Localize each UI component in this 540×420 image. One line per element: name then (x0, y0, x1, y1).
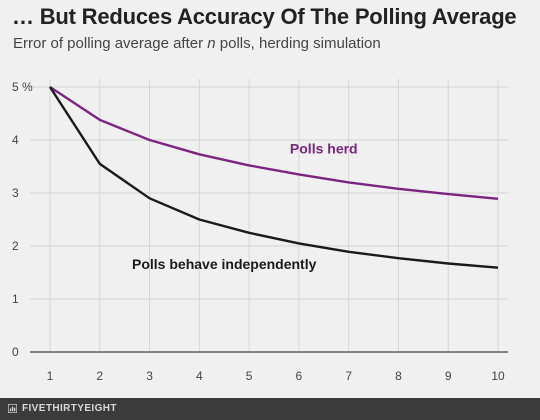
series-label-herd: Polls herd (290, 140, 358, 156)
fivethirtyeight-logo-icon (8, 404, 17, 413)
x-tick-label: 4 (196, 369, 203, 383)
footer-brand: FIVETHIRTYEIGHT (22, 403, 117, 414)
y-tick-label: 3 (12, 186, 19, 200)
x-tick-label: 2 (96, 369, 103, 383)
y-tick-label: 5 % (12, 80, 33, 94)
y-tick-label: 4 (12, 133, 19, 147)
chart-subtitle: Error of polling average after n polls, … (13, 35, 381, 52)
series-label-independent: Polls behave independently (132, 256, 317, 272)
y-tick-label: 1 (12, 292, 19, 306)
x-tick-label: 8 (395, 369, 402, 383)
series-line-independent (48, 86, 499, 269)
subtitle-text-pre: Error of polling average after (13, 35, 208, 52)
chart-title: … But Reduces Accuracy Of The Polling Av… (12, 4, 517, 29)
x-tick-label: 9 (445, 369, 452, 383)
x-tick-label: 7 (345, 369, 352, 383)
subtitle-text-post: polls, herding simulation (215, 35, 381, 52)
series-line-herd (49, 85, 499, 200)
x-tick-label: 5 (246, 369, 253, 383)
footer-bar: FIVETHIRTYEIGHT (0, 398, 540, 420)
y-tick-label: 2 (12, 239, 19, 253)
x-tick-label: 6 (296, 369, 303, 383)
x-tick-label: 10 (491, 369, 505, 383)
x-tick-label: 1 (47, 369, 54, 383)
y-tick-label: 0 (12, 345, 19, 359)
x-tick-label: 3 (146, 369, 153, 383)
subtitle-italic-n: n (207, 35, 216, 52)
line-chart: 1 2 3 4 5 6 7 8 9 10 0 1 2 3 4 5 % Polls herd Polls behav… (12, 79, 508, 383)
